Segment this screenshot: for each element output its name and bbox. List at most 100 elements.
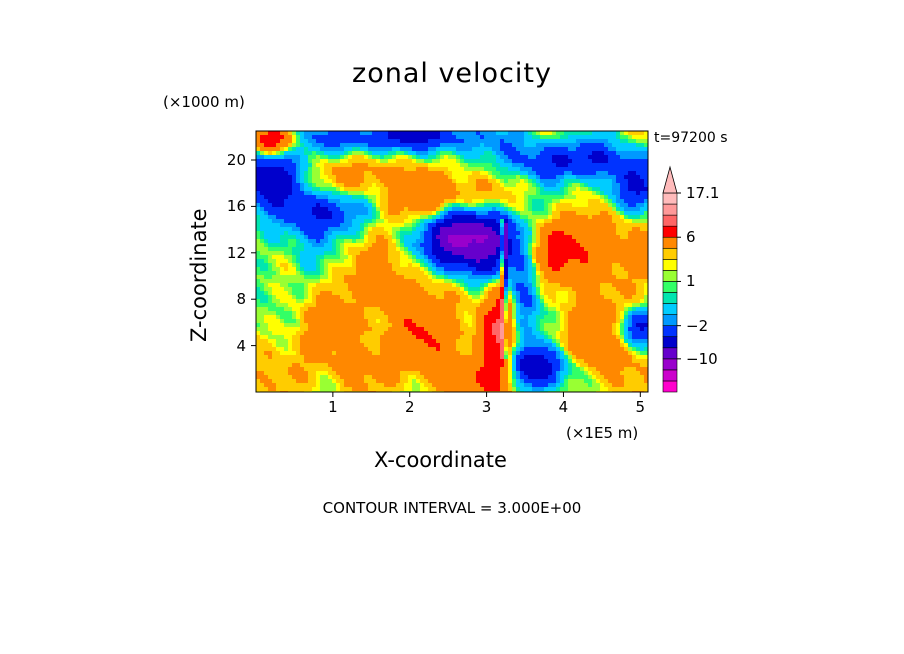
heatmap-cell [280,327,285,332]
heatmap-cell [408,243,413,248]
heatmap-cell [588,195,593,200]
heatmap-cell [400,203,405,208]
heatmap-cell [352,291,357,296]
heatmap-cell [448,183,453,188]
heatmap-cell [640,195,645,200]
heatmap-cell [480,219,485,224]
heatmap-cell [324,263,329,268]
heatmap-cell [272,311,277,316]
heatmap-cell [592,199,597,204]
heatmap-cell [572,191,577,196]
heatmap-cell [328,231,333,236]
heatmap-cell [476,183,481,188]
heatmap-cell [508,195,513,200]
heatmap-cell [592,171,597,176]
heatmap-cell [276,235,281,240]
heatmap-cell [620,207,625,212]
heatmap-cell [524,195,529,200]
heatmap-cell [424,243,429,248]
heatmap-cell [440,331,445,336]
heatmap-cell [560,175,565,180]
heatmap-cell [344,295,349,300]
heatmap-cell [360,227,365,232]
heatmap-cell [376,303,381,308]
heatmap-cell [280,139,285,144]
heatmap-cell [528,251,533,256]
heatmap-cell [640,239,645,244]
heatmap-cell [336,315,341,320]
heatmap-cell [444,223,449,228]
heatmap-cell [600,143,605,148]
heatmap-cell [420,191,425,196]
heatmap-cell [260,203,265,208]
heatmap-cell [280,195,285,200]
heatmap-cell [348,175,353,180]
heatmap-cell [596,211,601,216]
heatmap-cell [456,239,461,244]
heatmap-cell [324,159,329,164]
heatmap-cell [616,243,621,248]
heatmap-cell [520,259,525,264]
heatmap-cell [276,307,281,312]
heatmap-cell [268,319,273,324]
heatmap-cell [556,251,561,256]
heatmap-cell [524,167,529,172]
heatmap-cell [288,327,293,332]
heatmap-cell [556,307,561,312]
heatmap-cell [316,171,321,176]
heatmap-cell [512,235,517,240]
heatmap-cell [312,299,317,304]
heatmap-cell [456,319,461,324]
heatmap-cell [460,275,465,280]
heatmap-cell [568,187,573,192]
heatmap-cell [280,247,285,252]
heatmap-cell [396,291,401,296]
heatmap-cell [288,191,293,196]
heatmap-cell [440,231,445,236]
heatmap-cell [540,191,545,196]
heatmap-cell [568,207,573,212]
heatmap-cell [460,327,465,332]
heatmap-cell [412,259,417,264]
heatmap-cell [292,171,297,176]
heatmap-cell [452,239,457,244]
heatmap-cell [624,215,629,220]
heatmap-cell [608,323,613,328]
heatmap-cell [496,131,501,136]
heatmap-cell [476,203,481,208]
heatmap-cell [300,255,305,260]
heatmap-cell [608,279,613,284]
heatmap-cell [644,203,649,208]
heatmap-cell [316,223,321,228]
heatmap-cell [424,231,429,236]
heatmap-cell [544,151,549,156]
heatmap-cell [520,207,525,212]
heatmap-cell [332,159,337,164]
heatmap-cell [548,299,553,304]
heatmap-cell [552,315,557,320]
heatmap-cell [636,147,641,152]
heatmap-cell [528,247,533,252]
heatmap-cell [376,167,381,172]
heatmap-cell [296,143,301,148]
heatmap-cell [388,143,393,148]
heatmap-cell [432,199,437,204]
heatmap-cell [448,175,453,180]
heatmap-cell [396,323,401,328]
heatmap-cell [512,287,517,292]
heatmap-cell [380,211,385,216]
heatmap-cell [632,295,637,300]
heatmap-cell [604,267,609,272]
heatmap-cell [384,131,389,136]
heatmap-cell [448,311,453,316]
heatmap-cell [292,167,297,172]
heatmap-cell [612,171,617,176]
heatmap-cell [452,187,457,192]
heatmap-cell [336,267,341,272]
heatmap-cell [584,179,589,184]
heatmap-cell [520,171,525,176]
heatmap-cell [372,315,377,320]
heatmap-cell [380,203,385,208]
heatmap-cell [300,163,305,168]
heatmap-cell [408,279,413,284]
